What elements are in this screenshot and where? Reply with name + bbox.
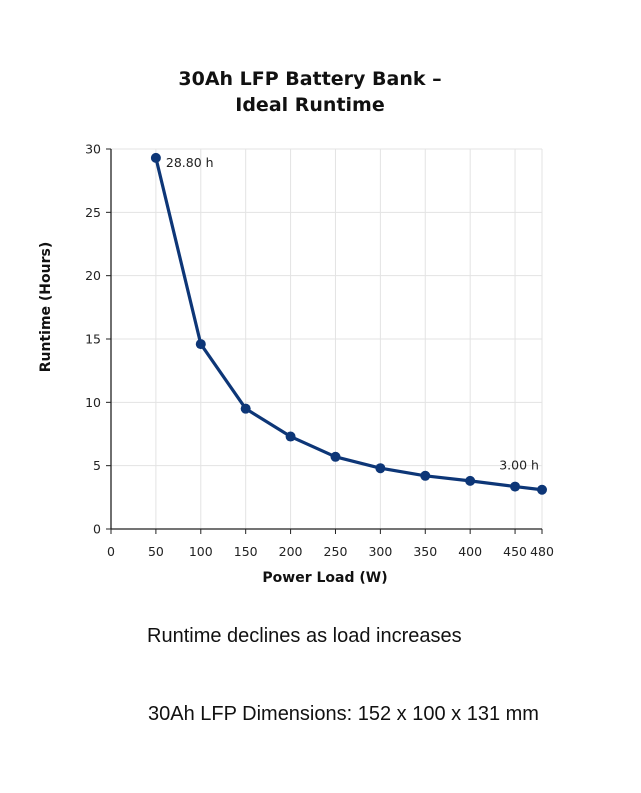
data-point bbox=[465, 475, 476, 486]
x-tick-label: 50 bbox=[148, 544, 164, 559]
annotations: 28.80 h 3.00 h bbox=[166, 155, 539, 473]
data-point bbox=[510, 481, 521, 492]
y-axis-label: Runtime (Hours) bbox=[38, 242, 54, 373]
data-point bbox=[285, 431, 296, 442]
x-tick-label: 300 bbox=[368, 544, 392, 559]
series-line bbox=[154, 156, 544, 492]
x-tick-label: 250 bbox=[324, 544, 348, 559]
data-point bbox=[537, 484, 547, 495]
runtime-line-chart: 0 50 100 150 200 250 300 350 400 450 480 0 5 10 15 20 25… bbox=[38, 142, 554, 587]
y-tick-label: 10 bbox=[85, 395, 101, 410]
caption-runtime-note: Runtime declines as load increases bbox=[147, 625, 462, 647]
y-tick-label: 5 bbox=[93, 458, 101, 473]
data-point bbox=[330, 451, 341, 462]
y-tick-label: 25 bbox=[85, 205, 101, 220]
x-tick-label: 400 bbox=[458, 544, 482, 559]
x-tick-label: 0 bbox=[107, 544, 115, 559]
data-point bbox=[420, 470, 431, 481]
chart-title-line-1: 30Ah LFP Battery Bank – bbox=[178, 68, 442, 90]
x-tick-label: 450 bbox=[503, 544, 527, 559]
caption-dimensions: 30Ah LFP Dimensions: 152 x 100 x 131 mm bbox=[148, 703, 539, 725]
y-tick-label: 0 bbox=[93, 522, 101, 537]
axes bbox=[106, 148, 543, 534]
x-tick-label: 350 bbox=[413, 544, 437, 559]
data-point bbox=[375, 463, 386, 474]
tick-labels: 0 50 100 150 200 250 300 350 400 450 480 0 5 10 15 20 25… bbox=[85, 142, 554, 560]
data-label: 3.00 h bbox=[499, 458, 539, 473]
chart-title-line-2: Ideal Runtime bbox=[235, 94, 385, 116]
x-tick-label: 480 bbox=[530, 544, 554, 559]
x-tick-label: 150 bbox=[234, 544, 258, 559]
y-tick-label: 20 bbox=[85, 268, 101, 283]
data-point bbox=[195, 339, 206, 350]
data-point bbox=[150, 152, 161, 163]
x-tick-label: 100 bbox=[189, 544, 213, 559]
y-tick-label: 15 bbox=[85, 332, 101, 347]
x-axis-label: Power Load (W) bbox=[262, 570, 387, 586]
data-point bbox=[240, 403, 251, 414]
x-tick-label: 200 bbox=[279, 544, 303, 559]
chart-title: 30Ah LFP Battery Bank – Ideal Runtime bbox=[110, 66, 510, 118]
data-label: 28.80 h bbox=[166, 155, 214, 170]
series bbox=[150, 152, 547, 495]
grid-lines bbox=[111, 148, 543, 529]
y-tick-label: 30 bbox=[85, 142, 101, 157]
